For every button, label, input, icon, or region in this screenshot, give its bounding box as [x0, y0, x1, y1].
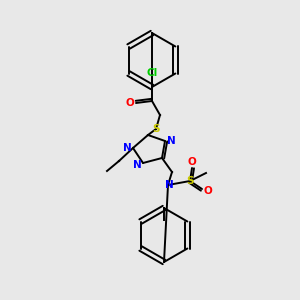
Text: O: O	[188, 157, 196, 167]
Text: N: N	[133, 160, 141, 170]
Text: N: N	[167, 136, 176, 146]
Text: S: S	[186, 176, 194, 186]
Text: N: N	[123, 143, 131, 153]
Text: O: O	[126, 98, 134, 108]
Text: O: O	[204, 186, 212, 196]
Text: Cl: Cl	[146, 68, 158, 78]
Text: S: S	[152, 124, 160, 134]
Text: N: N	[165, 180, 173, 190]
